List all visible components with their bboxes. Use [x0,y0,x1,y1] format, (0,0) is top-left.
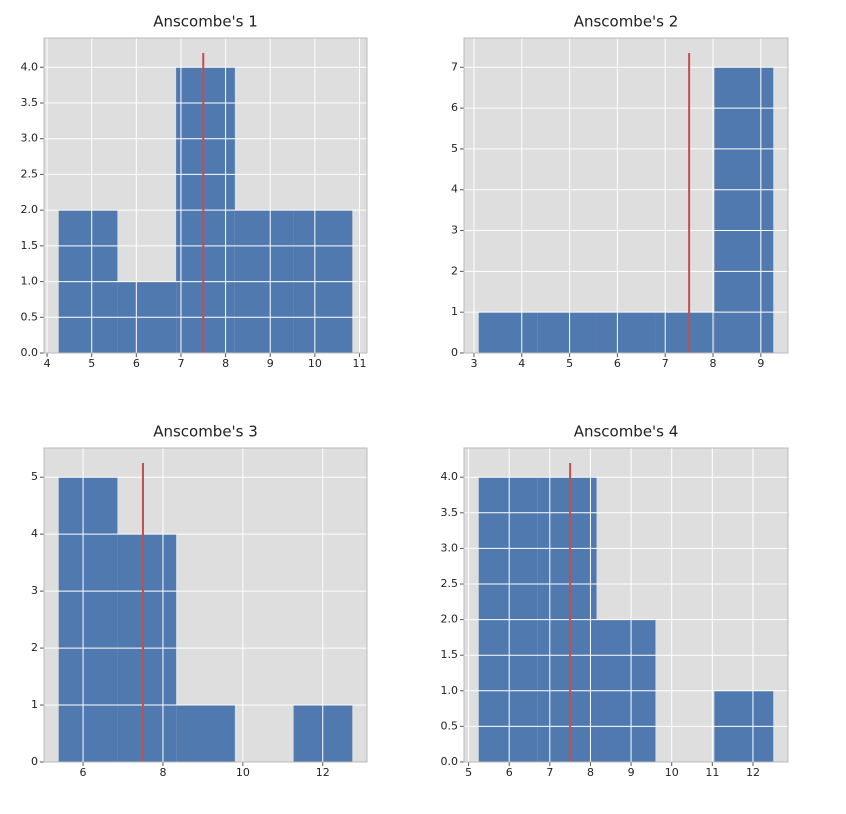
y-tick-label: 3 [451,224,458,237]
plot-frame [463,447,789,763]
chart-title: Anscombe's 4 [574,423,679,441]
x-tick-label: 3 [470,357,477,370]
x-tick-label: 8 [159,766,166,779]
y-tick-label: 3.0 [21,132,39,145]
plot-frame [43,447,368,763]
x-tick-label: 6 [133,357,140,370]
y-tick-label: 1.5 [441,648,459,661]
chart-title: Anscombe's 2 [574,13,679,31]
x-tick-label: 7 [662,357,669,370]
x-tick-label: 5 [88,357,95,370]
y-tick-label: 1.5 [21,239,39,252]
x-tick-label: 8 [710,357,717,370]
bar [596,312,656,353]
y-tick-label: 2 [451,264,458,277]
y-tick-label: 4 [451,183,458,196]
x-tick-label: 8 [587,766,594,779]
y-tick-label: 5 [31,470,38,483]
x-tick-label: 6 [80,766,87,779]
x-tick-label: 7 [177,357,184,370]
y-tick-label: 7 [451,60,458,73]
bar [58,477,118,762]
plot-frame [463,37,789,354]
y-tick-label: 2.5 [21,167,39,180]
y-tick-label: 2.5 [441,577,459,590]
x-tick-label: 4 [44,357,51,370]
x-tick-label: 4 [518,357,525,370]
y-tick-label: 0 [451,346,458,359]
x-tick-label: 10 [665,766,679,779]
plot-frame [43,37,368,354]
y-tick-label: 6 [451,101,458,114]
y-tick-label: 0 [31,755,38,768]
y-tick-label: 0.5 [441,719,459,732]
x-tick-label: 9 [628,766,635,779]
y-tick-label: 3.0 [441,541,459,554]
x-tick-label: 6 [506,766,513,779]
y-tick-label: 3.5 [441,506,459,519]
x-tick-label: 9 [267,357,274,370]
y-tick-label: 1.0 [21,275,39,288]
y-tick-label: 4 [31,527,38,540]
y-tick-label: 5 [451,142,458,155]
x-tick-label: 9 [757,357,764,370]
y-tick-label: 1 [451,305,458,318]
x-tick-label: 11 [352,357,366,370]
x-tick-label: 5 [566,357,573,370]
chart-title: Anscombe's 1 [153,13,258,31]
x-tick-label: 10 [236,766,250,779]
x-tick-label: 8 [222,357,229,370]
bar [714,67,774,354]
bar [478,312,538,353]
y-tick-label: 0.5 [21,310,39,323]
y-tick-label: 1 [31,698,38,711]
y-tick-label: 2 [31,641,38,654]
x-tick-label: 12 [316,766,330,779]
x-tick-label: 5 [465,766,472,779]
y-tick-label: 4.0 [441,470,459,483]
y-tick-label: 2.0 [441,613,459,626]
x-tick-label: 10 [308,357,322,370]
y-tick-label: 3 [31,584,38,597]
bar [176,705,235,762]
y-tick-label: 4.0 [21,60,39,73]
x-tick-label: 6 [614,357,621,370]
y-tick-label: 0.0 [21,346,39,359]
x-tick-label: 7 [546,766,553,779]
bar [537,312,597,353]
chart-title: Anscombe's 3 [153,423,258,441]
y-tick-label: 3.5 [21,96,39,109]
y-tick-label: 0.0 [441,755,459,768]
bar [655,312,715,353]
x-tick-label: 11 [705,766,719,779]
y-tick-label: 1.0 [441,684,459,697]
y-tick-label: 2.0 [21,203,39,216]
x-tick-label: 12 [746,766,760,779]
